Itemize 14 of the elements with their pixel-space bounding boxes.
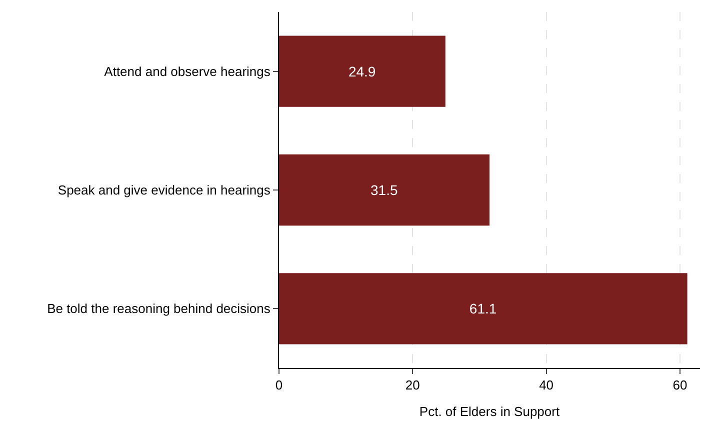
y-tick-label: Attend and observe hearings (104, 64, 271, 79)
data-label: 31.5 (370, 182, 398, 198)
x-tick-label: 40 (539, 378, 554, 393)
x-tick-label: 20 (405, 378, 420, 393)
bar (279, 154, 490, 226)
y-tick-label: Speak and give evidence in hearings (58, 182, 271, 198)
bar (279, 36, 446, 107)
x-tick-label: 60 (672, 378, 688, 393)
x-tick-label: 0 (275, 378, 283, 393)
bar (279, 273, 688, 344)
data-label: 24.9 (348, 63, 376, 80)
x-axis-title: Pct. of Elders in Support (419, 404, 560, 420)
data-label: 61.1 (469, 300, 497, 317)
y-tick-label: Be told the reasoning behind decisions (47, 301, 271, 316)
